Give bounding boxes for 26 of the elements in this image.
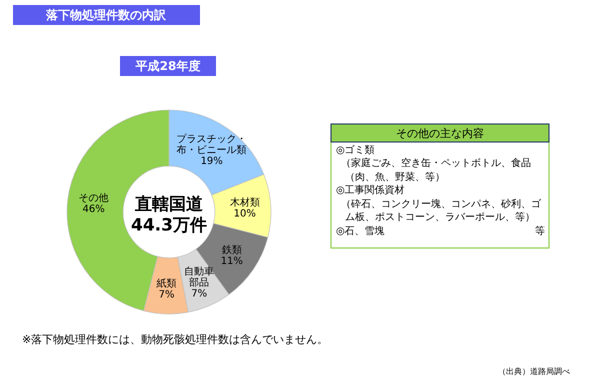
data-label: 11% (220, 256, 243, 268)
data-label: 19% (200, 156, 223, 168)
text: （砕石、コンクリー塊、コンパネ、砂利、ゴ (341, 198, 542, 210)
text: （出典）道路局調べ (498, 367, 570, 376)
chart-title: 落下物処理件数の内訳 (45, 8, 167, 22)
slice-label: プラスチック・布・ビニール類 (176, 133, 247, 156)
slice-label: その他 (78, 192, 109, 204)
text: ◎石、雪塊 (336, 225, 385, 237)
text: （家庭ごみ、空き缶・ペットボトル、食品 (341, 157, 531, 169)
text: ※落下物処理件数には、動物死骸処理件数は含んでいません。 (22, 333, 328, 346)
slice-label: 鉄類 (222, 244, 242, 256)
slice-label: 自動車部品 (184, 266, 214, 289)
chart-subtitle: 平成28年度 (134, 59, 200, 73)
text: 直轄国道 44.3万件 (131, 194, 207, 236)
data-label: 7% (191, 288, 208, 300)
text: ◎ゴミ類 (336, 144, 375, 156)
slice-label: 紙類 (156, 277, 177, 290)
slice-label: 木材類 (230, 196, 260, 209)
data-label: 10% (234, 208, 256, 220)
text: ム板、ポストコーン、ラバーポール、等） (345, 211, 535, 223)
data-label: 46% (82, 204, 105, 215)
data-label: 7% (158, 289, 175, 300)
text: その他の主な内容 (396, 127, 484, 140)
text: （肉、魚、野菜、等） (345, 171, 445, 183)
text: ◎工事関係資材 (336, 184, 405, 196)
text: 等 (535, 225, 545, 237)
